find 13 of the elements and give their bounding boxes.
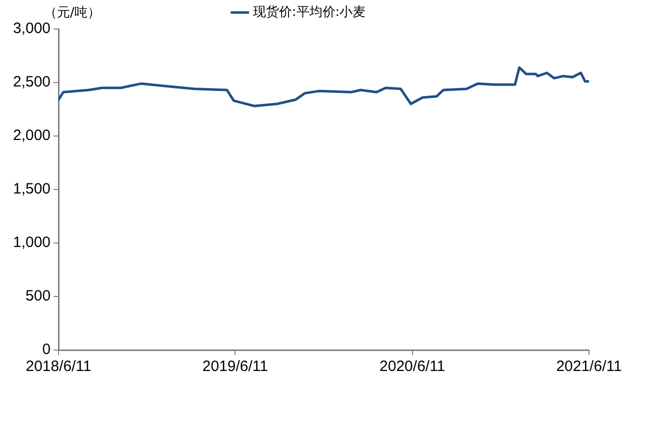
x-tick-label: 2020/6/11: [380, 358, 446, 376]
y-tick-label: 3,000: [12, 20, 51, 38]
y-tick-label: 1,500: [12, 180, 51, 198]
y-tick-label: 500: [26, 288, 51, 305]
x-tick-label: 2018/6/11: [26, 358, 92, 376]
x-tick-label: 2019/6/11: [202, 358, 268, 376]
y-tick-label: 2,500: [12, 74, 51, 91]
y-tick-label: 0: [42, 341, 51, 358]
y-axis-title: （元/吨）: [44, 5, 100, 20]
legend-label: 现货价:平均价:小麦: [252, 4, 366, 20]
y-tick-label: 2,000: [12, 127, 51, 144]
y-tick-label: 1,000: [12, 234, 51, 252]
x-tick-label: 2021/6/11: [556, 358, 622, 376]
